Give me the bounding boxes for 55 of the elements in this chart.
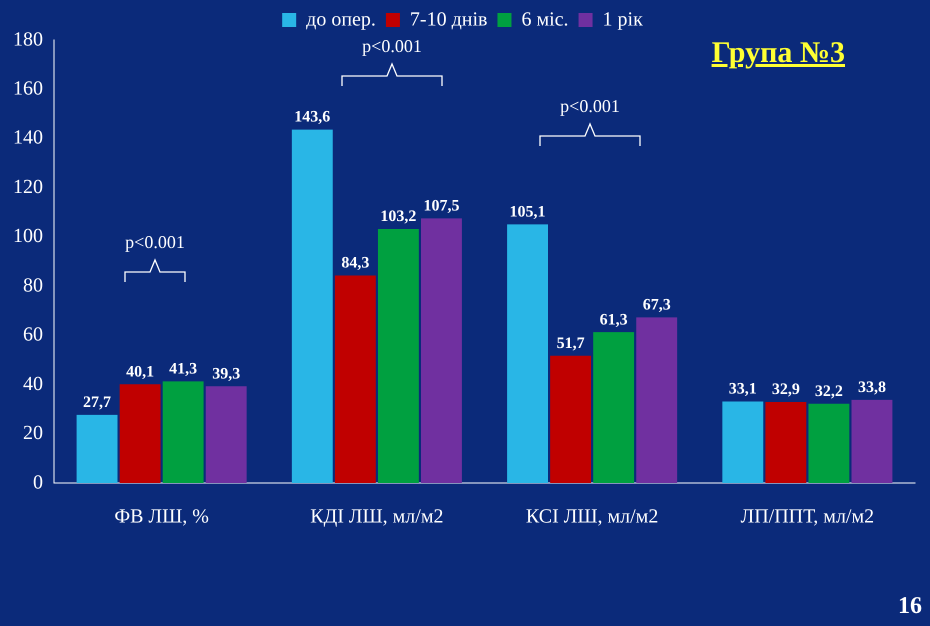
y-tick-label: 180 [13, 28, 43, 50]
bar [421, 218, 462, 483]
data-label: 51,7 [556, 334, 585, 352]
annotation: p<0.001 [362, 36, 422, 57]
bar [550, 356, 592, 483]
legend-label: 1 рік [602, 8, 644, 30]
data-label: 103,2 [380, 208, 416, 226]
y-tick-label: 0 [33, 471, 43, 494]
data-label: 27,7 [83, 394, 112, 411]
bar [378, 229, 419, 483]
data-label: 39,3 [212, 365, 240, 382]
chart-title: Група №3 [712, 36, 845, 70]
y-tick-label: 120 [13, 176, 43, 198]
bar [76, 414, 118, 483]
bar [507, 224, 548, 483]
bar [765, 402, 806, 483]
bar [120, 384, 161, 483]
data-label: 32,2 [814, 382, 843, 400]
y-tick-label: 140 [13, 126, 43, 149]
legend-label: 7-10 днів [410, 8, 488, 30]
bar [852, 400, 892, 483]
data-label: 84,3 [341, 254, 370, 272]
y-tick-label: 60 [23, 324, 43, 346]
data-label: 33,1 [728, 380, 757, 398]
bar [292, 130, 333, 483]
data-label: 143,6 [294, 108, 330, 126]
bar [636, 317, 678, 483]
annotation: p<0.001 [560, 96, 620, 117]
bar [206, 386, 247, 483]
data-label: 41,3 [169, 360, 198, 378]
y-tick-label: 100 [13, 225, 43, 248]
x-tick-label: ФВ ЛШ, % [114, 505, 209, 528]
bar [334, 276, 376, 483]
y-tick-label: 160 [13, 77, 43, 100]
text: 16 [898, 593, 922, 620]
y-tick-label: 80 [23, 274, 43, 296]
x-tick-label: КДІ ЛШ, мл/м2 [310, 505, 444, 528]
data-label: 105,1 [510, 203, 546, 220]
bar [593, 332, 634, 483]
data-label: 40,1 [126, 363, 154, 380]
legend-label: 6 міс. [521, 8, 569, 30]
annotation: p<0.001 [125, 232, 185, 253]
data-label: 107,5 [423, 198, 460, 215]
y-tick-label: 20 [23, 422, 43, 444]
bar [722, 402, 764, 483]
x-tick-label: КСІ ЛШ, мл/м2 [526, 505, 658, 528]
y-tick-label: 40 [23, 372, 43, 395]
x-tick-label: ЛП/ППТ, мл/м2 [740, 505, 874, 528]
bar [808, 404, 850, 483]
data-label: 61,3 [600, 311, 628, 328]
bar [162, 381, 204, 483]
data-label: 33,8 [858, 378, 886, 396]
data-label: 32,9 [772, 381, 800, 398]
data-label: 67,3 [642, 296, 671, 314]
legend-label: до опер. [306, 8, 376, 30]
